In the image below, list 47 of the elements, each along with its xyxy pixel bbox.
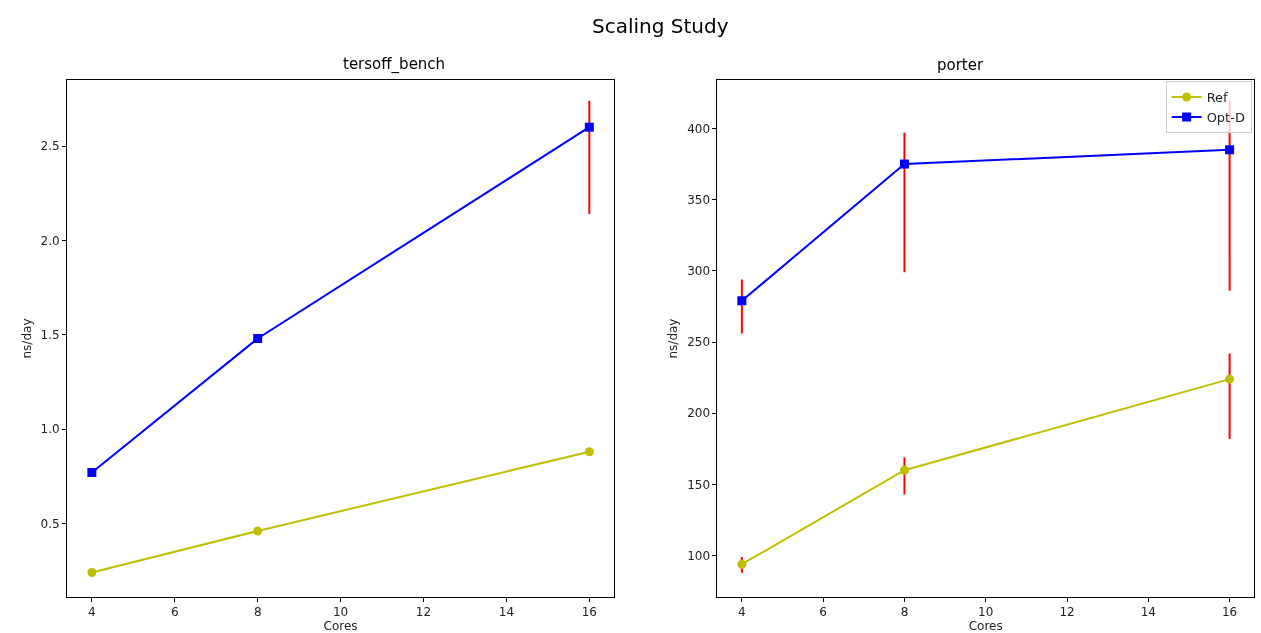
y-tick-label: 150	[687, 477, 711, 492]
x-tick-label: 8	[253, 605, 262, 620]
x-tick-label: 10	[978, 605, 994, 620]
point	[899, 465, 909, 475]
y-tick-label: 2.0	[40, 233, 60, 248]
x-tick-label: 14	[498, 605, 515, 620]
x-axis-title: Cores	[968, 619, 1003, 633]
y-axis-title: ns/day	[19, 318, 34, 359]
x-tick-label: 6	[819, 605, 827, 620]
point	[584, 447, 594, 457]
x-tick-label: 4	[738, 605, 746, 620]
point	[737, 296, 747, 306]
point	[87, 567, 97, 577]
point	[899, 159, 909, 169]
y-tick-label: 200	[687, 406, 711, 421]
point	[253, 334, 263, 343]
x-tick-label: 10	[332, 605, 349, 620]
chart-title: tersoff_bench	[343, 55, 446, 74]
x-tick-label: 16	[581, 605, 597, 620]
x-tick-label: 12	[1059, 605, 1075, 620]
x-tick-label: 12	[415, 605, 432, 620]
legend-label: Opt-D	[1206, 109, 1245, 125]
point	[737, 559, 747, 569]
legend-label: Ref	[1206, 90, 1229, 106]
y-tick-label: 250	[687, 335, 711, 350]
x-axis-title: Cores	[323, 619, 358, 633]
y-tick-label: 1.5	[40, 327, 60, 342]
point	[253, 526, 263, 536]
y-tick-label: 350	[687, 192, 711, 207]
y-tick-label: 2.5	[40, 139, 60, 154]
x-tick-label: 14	[1140, 605, 1156, 620]
y-axis-title: ns/day	[666, 318, 681, 359]
point	[1225, 145, 1235, 155]
point	[1225, 374, 1235, 384]
x-tick-label: 6	[170, 605, 179, 620]
x-tick-label: 16	[1221, 605, 1238, 620]
text: Scaling Study	[592, 14, 729, 38]
x-tick-label: 4	[88, 605, 96, 620]
chart-title: porter	[937, 56, 984, 74]
x-tick-label: 8	[900, 605, 909, 620]
y-tick-label: 0.5	[40, 516, 60, 531]
point	[87, 467, 97, 477]
y-tick-label: 1.0	[40, 422, 60, 437]
y-tick-label: 100	[687, 548, 711, 563]
y-tick-label: 400	[687, 121, 711, 136]
y-tick-label: 300	[687, 264, 711, 279]
point	[584, 122, 594, 132]
